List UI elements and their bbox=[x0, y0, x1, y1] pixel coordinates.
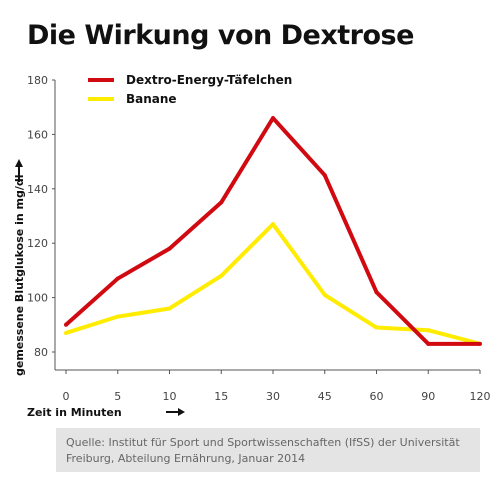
data-point bbox=[219, 273, 224, 278]
data-point bbox=[271, 222, 275, 227]
x-tick-label: 0 bbox=[63, 390, 70, 403]
y-tick-label: 160 bbox=[27, 128, 48, 141]
data-point bbox=[64, 322, 68, 327]
data-point bbox=[115, 276, 120, 281]
chart-title: Die Wirkung von Dextrose bbox=[27, 20, 414, 51]
x-axis-title: Zeit in Minuten bbox=[27, 406, 122, 419]
data-point bbox=[64, 330, 68, 335]
data-point bbox=[374, 325, 379, 330]
x-tick-label: 10 bbox=[163, 390, 177, 403]
x-tick-label: 60 bbox=[370, 390, 384, 403]
y-tick-label: 180 bbox=[27, 74, 48, 87]
x-tick-label: 120 bbox=[470, 390, 491, 403]
series-line bbox=[65, 222, 481, 346]
data-point bbox=[374, 290, 379, 295]
x-tick-label: 90 bbox=[421, 390, 435, 403]
data-point bbox=[426, 328, 431, 333]
source-line-1: Quelle: Institut für Sport und Sportwiss… bbox=[66, 436, 460, 449]
y-tick-label: 80 bbox=[34, 346, 48, 359]
legend-label: Dextro-Energy-Täfelchen bbox=[126, 73, 292, 87]
data-point bbox=[322, 292, 327, 297]
y-tick-label: 100 bbox=[27, 292, 48, 305]
y-tick-label: 140 bbox=[27, 183, 48, 196]
y-tick-label: 120 bbox=[27, 237, 48, 250]
series-layer bbox=[64, 116, 482, 346]
series-line bbox=[64, 116, 480, 346]
data-point bbox=[322, 173, 327, 178]
source-note: Quelle: Institut für Sport und Sportwiss… bbox=[56, 428, 480, 472]
source-line-2: Freiburg, Abteilung Ernährung, Januar 20… bbox=[66, 452, 306, 465]
x-tick-label: 30 bbox=[266, 390, 280, 403]
legend-label: Banane bbox=[126, 92, 177, 106]
axes: 80 100 120 140 160 180 0 5 10 15 30 45 60 90 120 Zeit i… bbox=[13, 74, 491, 419]
y-axis-arrow-head bbox=[15, 159, 23, 167]
data-point bbox=[426, 341, 431, 346]
x-tick-label: 5 bbox=[114, 390, 121, 403]
x-tick-label: 45 bbox=[318, 390, 332, 403]
x-tick-label: 15 bbox=[214, 390, 228, 403]
data-point bbox=[167, 246, 172, 251]
data-point bbox=[478, 341, 482, 346]
data-point bbox=[115, 314, 120, 319]
data-point bbox=[219, 200, 224, 205]
y-axis-title: gemessene Blutglukose in mg/dl bbox=[13, 175, 26, 377]
data-point bbox=[167, 306, 172, 311]
legend: Dextro-Energy-Täfelchen Banane bbox=[88, 73, 292, 106]
data-point bbox=[271, 116, 275, 121]
x-axis-arrow-head bbox=[178, 408, 185, 416]
